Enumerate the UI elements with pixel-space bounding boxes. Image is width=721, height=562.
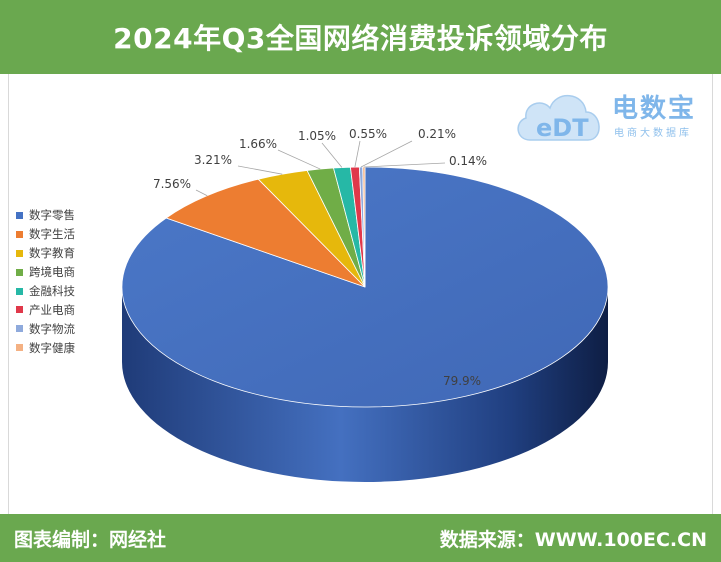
data-label: 7.56%: [153, 177, 191, 191]
data-label: 1.66%: [239, 137, 277, 151]
legend-item: 跨境电商: [16, 263, 75, 282]
legend: 数字零售数字生活数字教育跨境电商金融科技产业电商数字物流数字健康: [16, 206, 75, 357]
pie-tops: [121, 166, 609, 408]
pie-slice-side: [122, 287, 608, 482]
cloud-logo-icon: eDT: [517, 94, 600, 142]
data-label: 3.21%: [194, 153, 232, 167]
legend-item: 数字健康: [16, 338, 75, 357]
leader-line: [321, 142, 343, 168]
legend-item: 数字物流: [16, 319, 75, 338]
leader-line: [277, 149, 321, 170]
data-label: 79.9%: [443, 374, 481, 388]
legend-swatch: [16, 306, 23, 314]
legend-swatch: [16, 211, 23, 219]
chart-footer: 图表编制：网经社 数据来源：WWW.100EC.CN: [0, 514, 721, 562]
legend-label: 数字生活: [29, 227, 75, 242]
legend-swatch: [16, 344, 23, 352]
legend-item: 产业电商: [16, 300, 75, 319]
legend-swatch: [16, 287, 23, 295]
legend-label: 跨境电商: [29, 265, 75, 280]
chart-title: 2024年Q3全国网络消费投诉领域分布: [113, 22, 608, 55]
legend-label: 数字物流: [29, 321, 75, 336]
logo-subtitle: 电商大数据库: [614, 128, 692, 139]
pie-labels: 79.9% 7.56%3.21% 1.66% 1.05% 0.55% 0.21% 0.14%: [153, 127, 487, 388]
legend-swatch: [16, 268, 23, 276]
legend-item: 数字教育: [16, 244, 75, 263]
legend-item: 数字生活: [16, 225, 75, 244]
legend-label: 数字教育: [29, 246, 75, 261]
legend-swatch: [16, 230, 23, 238]
leader-line: [237, 165, 283, 175]
logo: eDT 电数宝 电商大数据库: [512, 82, 712, 148]
pie-leader-lines: [195, 140, 446, 197]
logo-mark: eDT: [536, 114, 589, 142]
footer-credit: 图表编制：网经社: [14, 529, 167, 551]
footer-source: 数据来源：WWW.100EC.CN: [439, 529, 707, 551]
legend-label: 金融科技: [29, 284, 75, 298]
legend-swatch: [16, 325, 23, 333]
legend-label: 数字零售: [29, 208, 75, 223]
leader-line: [354, 140, 361, 168]
leader-line: [363, 162, 446, 168]
legend-item: 数字零售: [16, 206, 75, 225]
legend-swatch: [16, 249, 23, 257]
leader-line: [195, 189, 208, 197]
logo-name: 电数宝: [612, 94, 697, 124]
data-label: 1.05%: [298, 129, 336, 143]
legend-item: 金融科技: [16, 282, 75, 301]
chart-header: 2024年Q3全国网络消费投诉领域分布: [0, 0, 721, 74]
leader-line: [360, 140, 413, 168]
pie-sides: [122, 287, 608, 482]
data-label: 0.55%: [349, 127, 387, 141]
legend-label: 产业电商: [29, 302, 75, 317]
data-label: 0.21%: [418, 127, 456, 141]
data-label: 0.14%: [449, 154, 487, 168]
legend-label: 数字健康: [29, 340, 75, 355]
